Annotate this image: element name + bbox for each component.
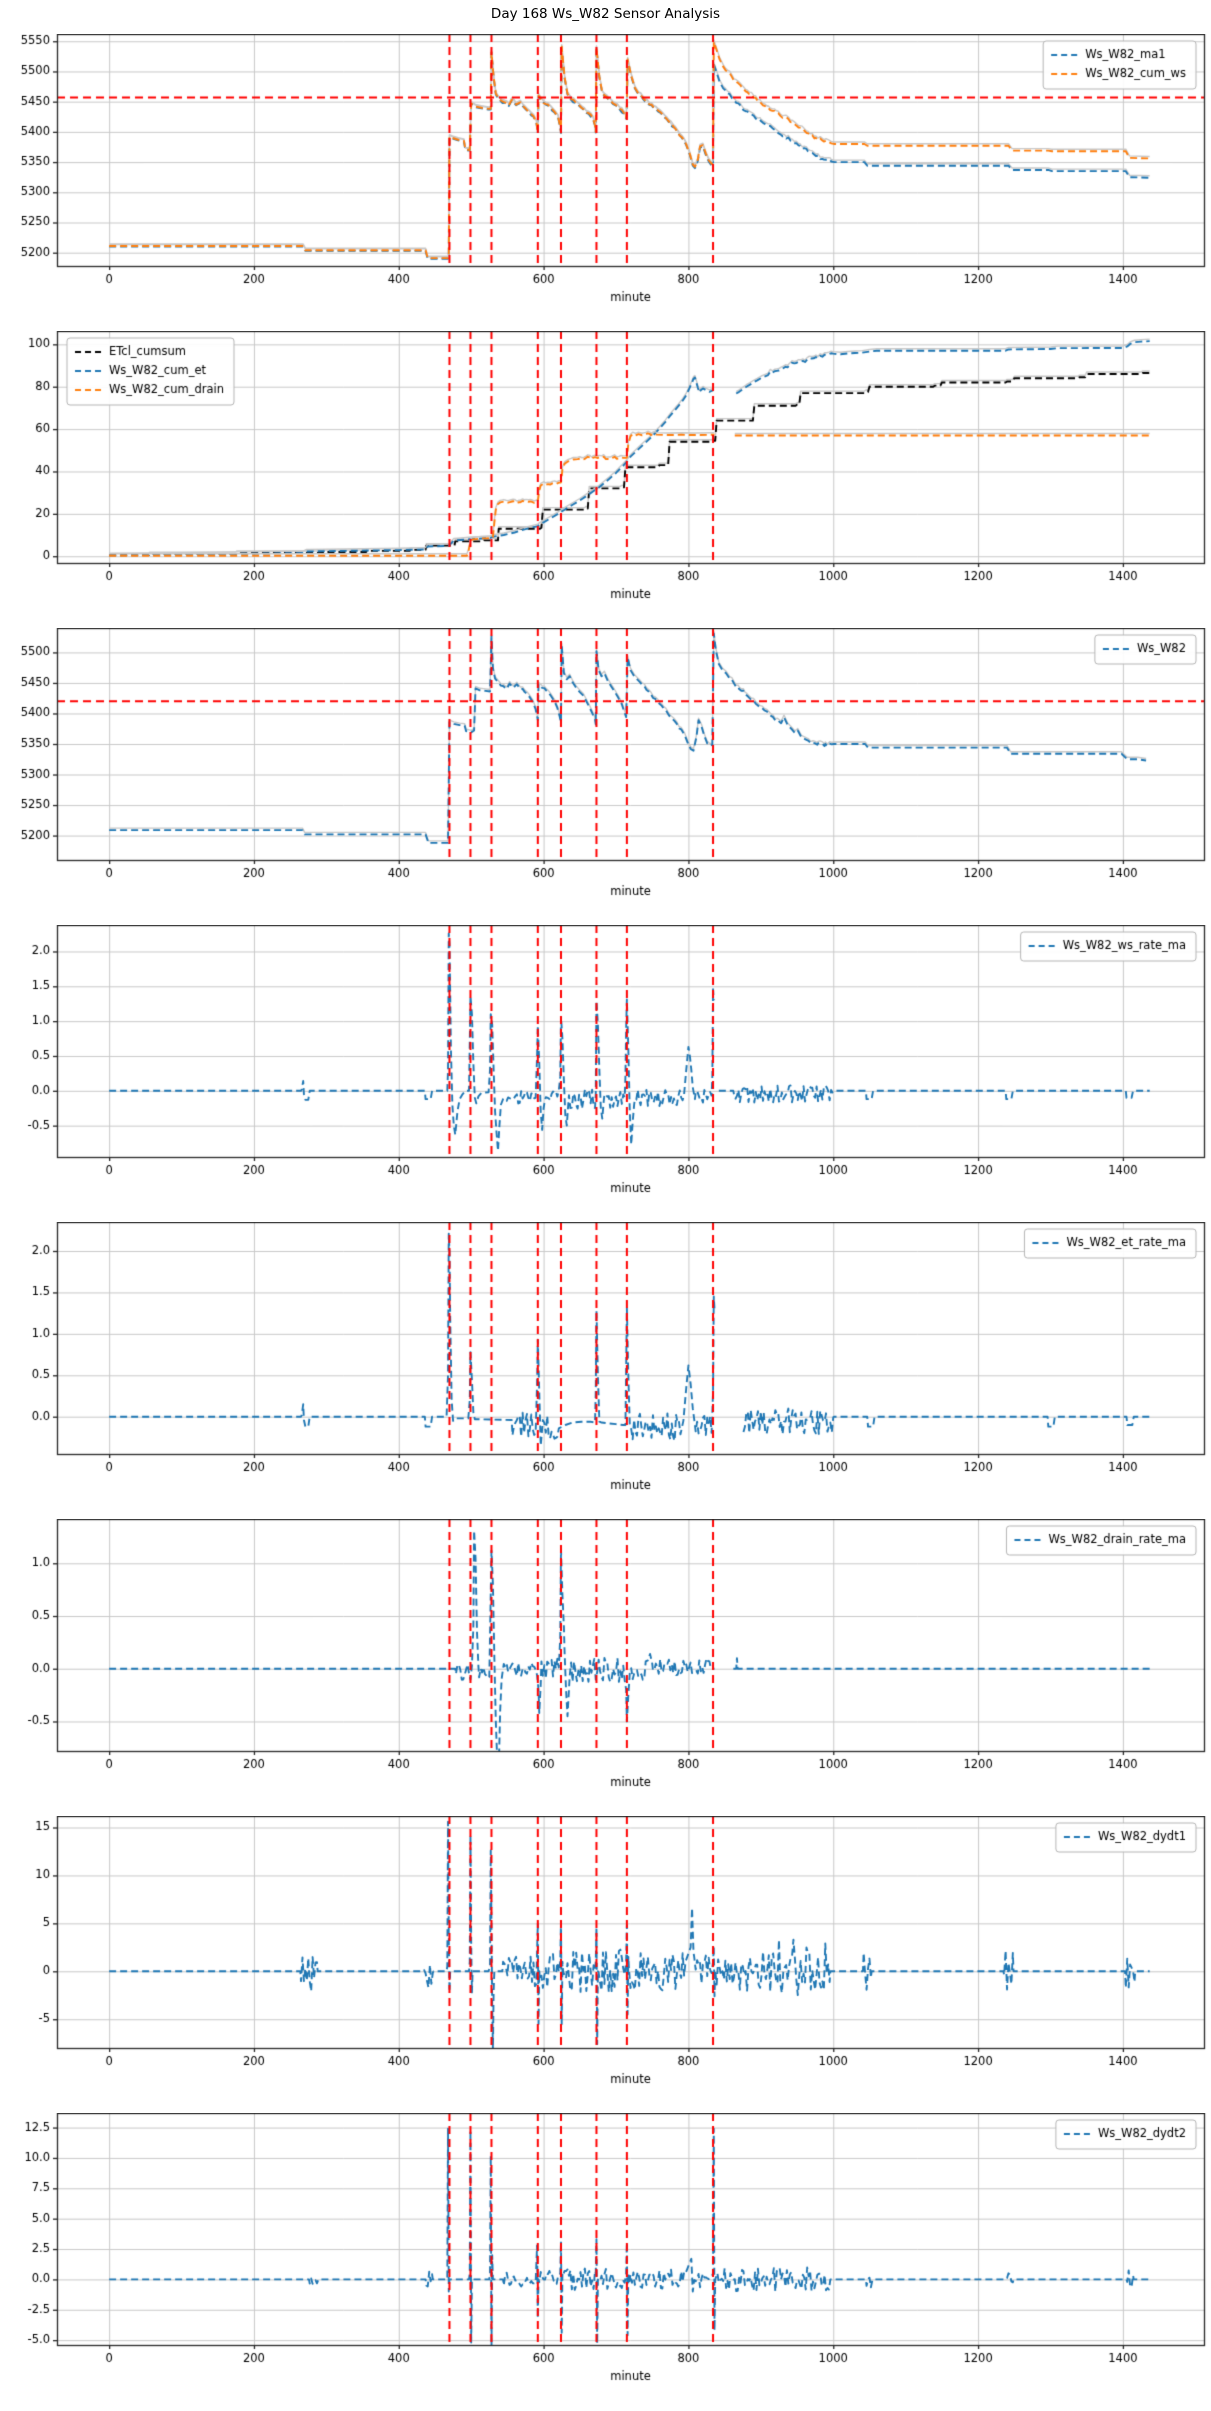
chart-stack xyxy=(0,34,1211,2410)
subplot-dydt2 xyxy=(0,2113,1211,2410)
subplot-ws-w82-raw xyxy=(0,628,1211,925)
figure-title: Day 168 Ws_W82 Sensor Analysis xyxy=(490,6,721,22)
subplot-dydt1 xyxy=(0,1816,1211,2113)
subplot-ws-rate-ma xyxy=(0,925,1211,1222)
subplot-et-rate-ma xyxy=(0,1222,1211,1519)
subplot-drain-rate-ma xyxy=(0,1519,1211,1816)
subplot-ma1-cum-ws xyxy=(0,34,1211,331)
subplot-cumulative-et-drain xyxy=(0,331,1211,628)
